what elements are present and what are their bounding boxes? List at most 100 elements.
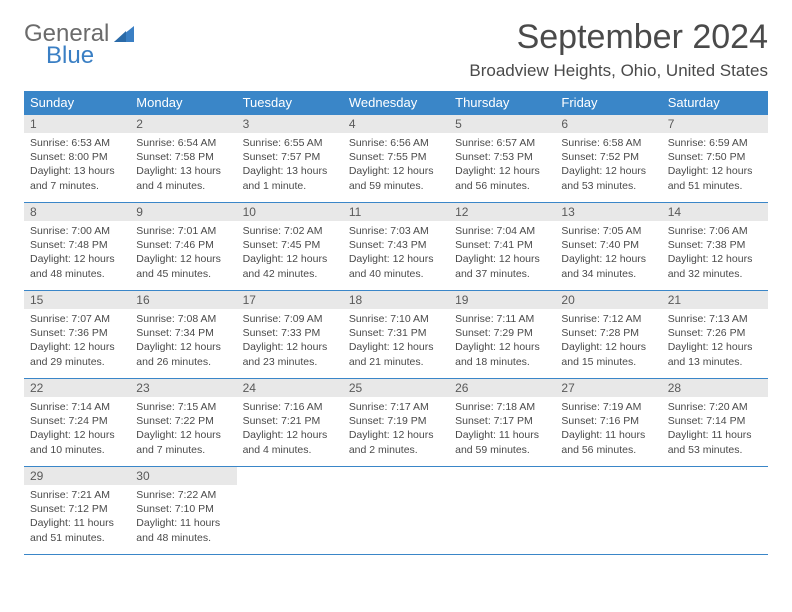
calendar-cell: 12Sunrise: 7:04 AMSunset: 7:41 PMDayligh… [449, 203, 555, 291]
calendar-cell [449, 467, 555, 555]
sunset-line: Sunset: 7:12 PM [30, 502, 124, 516]
weekday-header-row: Sunday Monday Tuesday Wednesday Thursday… [24, 91, 768, 115]
calendar-cell: 22Sunrise: 7:14 AMSunset: 7:24 PMDayligh… [24, 379, 130, 467]
sunrise-line: Sunrise: 6:57 AM [455, 136, 549, 150]
day-number: 18 [343, 291, 449, 309]
calendar-cell: 3Sunrise: 6:55 AMSunset: 7:57 PMDaylight… [237, 115, 343, 203]
page-title: September 2024 [469, 18, 768, 57]
calendar-cell: 28Sunrise: 7:20 AMSunset: 7:14 PMDayligh… [662, 379, 768, 467]
calendar-cell: 9 Sunrise: 7:01 AMSunset: 7:46 PMDaylight… [130, 203, 236, 291]
day-number: 29 [24, 467, 130, 485]
day-details: Sunrise: 7:08 AMSunset: 7:34 PMDaylight:… [130, 309, 236, 373]
day-number: 24 [237, 379, 343, 397]
calendar-cell: 4Sunrise: 6:56 AMSunset: 7:55 PMDaylight… [343, 115, 449, 203]
day-number: 1 [24, 115, 130, 133]
sunset-line: Sunset: 8:00 PM [30, 150, 124, 164]
sunrise-line: Sunrise: 7:17 AM [349, 400, 443, 414]
sunrise-line: Sunrise: 7:19 AM [561, 400, 655, 414]
daylight-line: Daylight: 12 hours and 13 minutes. [668, 340, 762, 368]
calendar-cell: 14Sunrise: 7:06 AMSunset: 7:38 PMDayligh… [662, 203, 768, 291]
sunset-line: Sunset: 7:31 PM [349, 326, 443, 340]
sunset-line: Sunset: 7:57 PM [243, 150, 337, 164]
sunset-line: Sunset: 7:14 PM [668, 414, 762, 428]
sail-icon [112, 22, 138, 46]
sunset-line: Sunset: 7:33 PM [243, 326, 337, 340]
sunset-line: Sunset: 7:41 PM [455, 238, 549, 252]
sunrise-line: Sunrise: 7:12 AM [561, 312, 655, 326]
calendar-row: 1Sunrise: 6:53 AMSunset: 8:00 PMDaylight… [24, 115, 768, 203]
logo: General Blue [24, 18, 138, 68]
calendar-cell: 29Sunrise: 7:21 AMSunset: 7:12 PMDayligh… [24, 467, 130, 555]
day-number: 10 [237, 203, 343, 221]
sunrise-line: Sunrise: 7:01 AM [136, 224, 230, 238]
sunset-line: Sunset: 7:48 PM [30, 238, 124, 252]
sunrise-line: Sunrise: 7:04 AM [455, 224, 549, 238]
day-number: 23 [130, 379, 236, 397]
calendar-cell [343, 467, 449, 555]
day-details: Sunrise: 7:00 AMSunset: 7:48 PMDaylight:… [24, 221, 130, 285]
sunset-line: Sunset: 7:52 PM [561, 150, 655, 164]
sunset-line: Sunset: 7:19 PM [349, 414, 443, 428]
calendar-cell: 16Sunrise: 7:08 AMSunset: 7:34 PMDayligh… [130, 291, 236, 379]
daylight-line: Daylight: 11 hours and 56 minutes. [561, 428, 655, 456]
header: General Blue September 2024 Broadview He… [24, 18, 768, 81]
col-saturday: Saturday [662, 91, 768, 115]
daylight-line: Daylight: 13 hours and 1 minute. [243, 164, 337, 192]
daylight-line: Daylight: 12 hours and 32 minutes. [668, 252, 762, 280]
calendar-cell: 24Sunrise: 7:16 AMSunset: 7:21 PMDayligh… [237, 379, 343, 467]
sunrise-line: Sunrise: 6:58 AM [561, 136, 655, 150]
daylight-line: Daylight: 12 hours and 42 minutes. [243, 252, 337, 280]
logo-text-blue: Blue [46, 44, 109, 68]
day-number: 11 [343, 203, 449, 221]
daylight-line: Daylight: 12 hours and 51 minutes. [668, 164, 762, 192]
day-details: Sunrise: 6:58 AMSunset: 7:52 PMDaylight:… [555, 133, 661, 197]
col-monday: Monday [130, 91, 236, 115]
calendar-cell: 6Sunrise: 6:58 AMSunset: 7:52 PMDaylight… [555, 115, 661, 203]
daylight-line: Daylight: 12 hours and 45 minutes. [136, 252, 230, 280]
calendar-row: 22Sunrise: 7:14 AMSunset: 7:24 PMDayligh… [24, 379, 768, 467]
sunset-line: Sunset: 7:53 PM [455, 150, 549, 164]
daylight-line: Daylight: 12 hours and 34 minutes. [561, 252, 655, 280]
daylight-line: Daylight: 12 hours and 2 minutes. [349, 428, 443, 456]
day-number: 9 [130, 203, 236, 221]
day-details: Sunrise: 7:10 AMSunset: 7:31 PMDaylight:… [343, 309, 449, 373]
sunrise-line: Sunrise: 7:11 AM [455, 312, 549, 326]
sunrise-line: Sunrise: 6:55 AM [243, 136, 337, 150]
day-number: 15 [24, 291, 130, 309]
day-details: Sunrise: 7:11 AMSunset: 7:29 PMDaylight:… [449, 309, 555, 373]
sunrise-line: Sunrise: 7:14 AM [30, 400, 124, 414]
day-details: Sunrise: 6:53 AMSunset: 8:00 PMDaylight:… [24, 133, 130, 197]
sunrise-line: Sunrise: 7:06 AM [668, 224, 762, 238]
day-number: 30 [130, 467, 236, 485]
title-block: September 2024 Broadview Heights, Ohio, … [469, 18, 768, 81]
sunrise-line: Sunrise: 7:16 AM [243, 400, 337, 414]
daylight-line: Daylight: 11 hours and 48 minutes. [136, 516, 230, 544]
day-number: 25 [343, 379, 449, 397]
day-details: Sunrise: 6:55 AMSunset: 7:57 PMDaylight:… [237, 133, 343, 197]
day-details: Sunrise: 7:15 AMSunset: 7:22 PMDaylight:… [130, 397, 236, 461]
sunrise-line: Sunrise: 7:13 AM [668, 312, 762, 326]
calendar-cell: 20Sunrise: 7:12 AMSunset: 7:28 PMDayligh… [555, 291, 661, 379]
day-details: Sunrise: 7:12 AMSunset: 7:28 PMDaylight:… [555, 309, 661, 373]
sunset-line: Sunset: 7:45 PM [243, 238, 337, 252]
daylight-line: Daylight: 12 hours and 10 minutes. [30, 428, 124, 456]
day-number: 4 [343, 115, 449, 133]
calendar-cell: 25Sunrise: 7:17 AMSunset: 7:19 PMDayligh… [343, 379, 449, 467]
day-details: Sunrise: 7:03 AMSunset: 7:43 PMDaylight:… [343, 221, 449, 285]
day-details: Sunrise: 6:57 AMSunset: 7:53 PMDaylight:… [449, 133, 555, 197]
day-number: 12 [449, 203, 555, 221]
calendar-cell: 17Sunrise: 7:09 AMSunset: 7:33 PMDayligh… [237, 291, 343, 379]
calendar-cell: 8Sunrise: 7:00 AMSunset: 7:48 PMDaylight… [24, 203, 130, 291]
sunset-line: Sunset: 7:46 PM [136, 238, 230, 252]
day-details: Sunrise: 6:59 AMSunset: 7:50 PMDaylight:… [662, 133, 768, 197]
calendar-cell: 2Sunrise: 6:54 AMSunset: 7:58 PMDaylight… [130, 115, 236, 203]
sunrise-line: Sunrise: 7:09 AM [243, 312, 337, 326]
day-details: Sunrise: 6:56 AMSunset: 7:55 PMDaylight:… [343, 133, 449, 197]
day-details: Sunrise: 7:17 AMSunset: 7:19 PMDaylight:… [343, 397, 449, 461]
sunrise-line: Sunrise: 7:00 AM [30, 224, 124, 238]
calendar-cell: 23Sunrise: 7:15 AMSunset: 7:22 PMDayligh… [130, 379, 236, 467]
daylight-line: Daylight: 11 hours and 59 minutes. [455, 428, 549, 456]
col-wednesday: Wednesday [343, 91, 449, 115]
sunset-line: Sunset: 7:38 PM [668, 238, 762, 252]
daylight-line: Daylight: 13 hours and 7 minutes. [30, 164, 124, 192]
